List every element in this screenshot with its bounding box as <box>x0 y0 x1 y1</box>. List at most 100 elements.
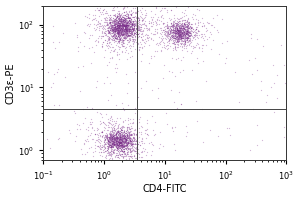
Point <box>45 137 50 140</box>
Point <box>165 39 170 42</box>
Point <box>131 6 136 9</box>
Point <box>147 26 152 29</box>
Point <box>120 29 125 32</box>
Point <box>108 21 112 24</box>
Point <box>103 29 108 32</box>
Point <box>126 126 131 130</box>
Point <box>188 25 193 29</box>
Point <box>118 127 123 131</box>
Point <box>181 32 186 35</box>
Point <box>118 25 123 28</box>
Point <box>120 16 125 19</box>
Point <box>124 140 128 143</box>
Point <box>114 147 119 150</box>
Point <box>126 125 131 128</box>
Point <box>124 135 129 139</box>
Point <box>116 143 121 146</box>
Point <box>113 132 118 135</box>
Point <box>185 32 190 36</box>
Point <box>207 31 212 34</box>
Point <box>122 17 127 20</box>
Point <box>122 28 127 31</box>
Point <box>117 40 122 43</box>
Point <box>182 35 187 38</box>
Point <box>126 26 131 29</box>
Point <box>107 139 112 142</box>
Point <box>116 53 121 56</box>
Point <box>112 139 117 143</box>
Point <box>118 21 123 24</box>
Point <box>98 144 103 147</box>
Point <box>188 38 193 42</box>
Point <box>116 24 121 27</box>
Point <box>103 134 108 137</box>
Point <box>140 29 145 32</box>
Point <box>112 23 116 26</box>
Point <box>108 28 112 32</box>
Point <box>116 29 121 32</box>
Point <box>117 30 122 33</box>
Point <box>130 27 134 30</box>
Point <box>128 139 133 142</box>
Point <box>118 33 122 36</box>
Point <box>128 136 133 139</box>
Point <box>116 31 121 34</box>
Point <box>117 19 122 22</box>
Point <box>120 134 125 137</box>
Point <box>92 27 96 30</box>
Point <box>127 33 132 36</box>
Point <box>96 14 101 18</box>
Point <box>137 26 142 29</box>
Point <box>114 34 118 37</box>
Point <box>179 34 184 38</box>
Point <box>129 141 134 145</box>
Point <box>121 144 126 147</box>
Point <box>182 22 186 25</box>
Point <box>122 26 127 30</box>
Point <box>140 32 145 36</box>
Point <box>93 40 98 43</box>
Point <box>181 32 185 35</box>
Point <box>113 37 118 40</box>
Point <box>190 30 195 33</box>
Point <box>128 138 132 141</box>
Point <box>55 70 59 74</box>
Point <box>122 134 127 138</box>
Point <box>174 27 179 31</box>
Point <box>121 24 126 27</box>
Point <box>132 31 137 35</box>
Point <box>125 149 130 152</box>
Point <box>127 29 132 32</box>
Point <box>170 25 175 28</box>
Point <box>116 24 121 27</box>
Point <box>75 122 80 125</box>
Point <box>119 18 124 21</box>
Point <box>184 30 189 34</box>
Point <box>124 27 129 31</box>
Point <box>138 139 143 142</box>
Point <box>122 24 127 27</box>
Point <box>85 125 90 129</box>
Point <box>168 36 172 39</box>
Point <box>124 128 129 132</box>
Point <box>106 139 111 142</box>
Point <box>122 134 127 137</box>
Point <box>117 145 122 148</box>
Point <box>125 22 130 25</box>
Point <box>112 21 116 24</box>
Point <box>132 128 137 131</box>
Point <box>161 31 166 34</box>
Point <box>116 27 121 31</box>
Point <box>171 20 176 24</box>
Point <box>173 34 178 38</box>
Point <box>260 45 265 48</box>
Point <box>91 137 96 140</box>
Point <box>166 24 171 27</box>
Point <box>109 134 114 137</box>
Point <box>109 153 113 157</box>
Point <box>113 70 118 74</box>
Point <box>180 41 184 44</box>
Point <box>165 32 170 35</box>
Point <box>53 46 58 49</box>
Point <box>124 92 129 95</box>
